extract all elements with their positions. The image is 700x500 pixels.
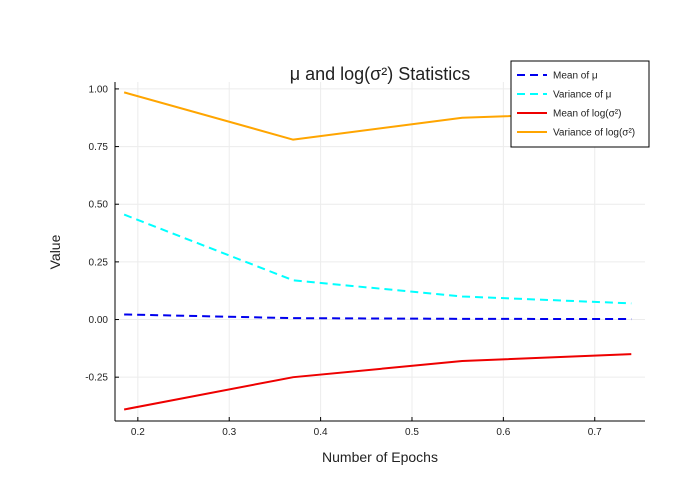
y-tick-label: 0.25 [89,257,109,268]
y-tick-label: 0.50 [89,200,109,211]
x-tick-label: 0.6 [496,427,510,438]
x-tick-label: 0.2 [131,427,145,438]
y-axis-label: Value [47,234,63,269]
y-tick-label: -0.25 [85,373,108,384]
legend-entry-1: Mean of μ [553,71,598,82]
legend-entry-2: Variance of μ [553,90,612,101]
axes [114,82,645,422]
y-ticks: -0.25 0.00 0.25 0.50 0.75 1.00 [85,84,119,384]
x-axis-label: Number of Epochs [322,449,438,465]
chart-title: μ and log(σ²) Statistics [290,64,471,84]
legend: Mean of μ Variance of μ Mean of log(σ²) Var… [510,60,650,148]
x-tick-label: 0.7 [588,427,602,438]
x-tick-label: 0.3 [222,427,236,438]
x-ticks: 0.2 0.3 0.4 0.5 0.6 0.7 [131,417,602,438]
x-tick-label: 0.5 [405,427,419,438]
legend-entry-4: Variance of log(σ²) [553,128,635,139]
y-tick-label: 1.00 [89,84,109,95]
series-line-2 [123,213,632,305]
series-line-1 [124,313,632,321]
series-line-3 [123,353,632,411]
x-tick-label: 0.4 [314,427,328,438]
legend-entry-3: Mean of log(σ²) [553,109,621,120]
y-tick-label: 0.00 [89,315,109,326]
y-tick-label: 0.75 [89,142,109,153]
